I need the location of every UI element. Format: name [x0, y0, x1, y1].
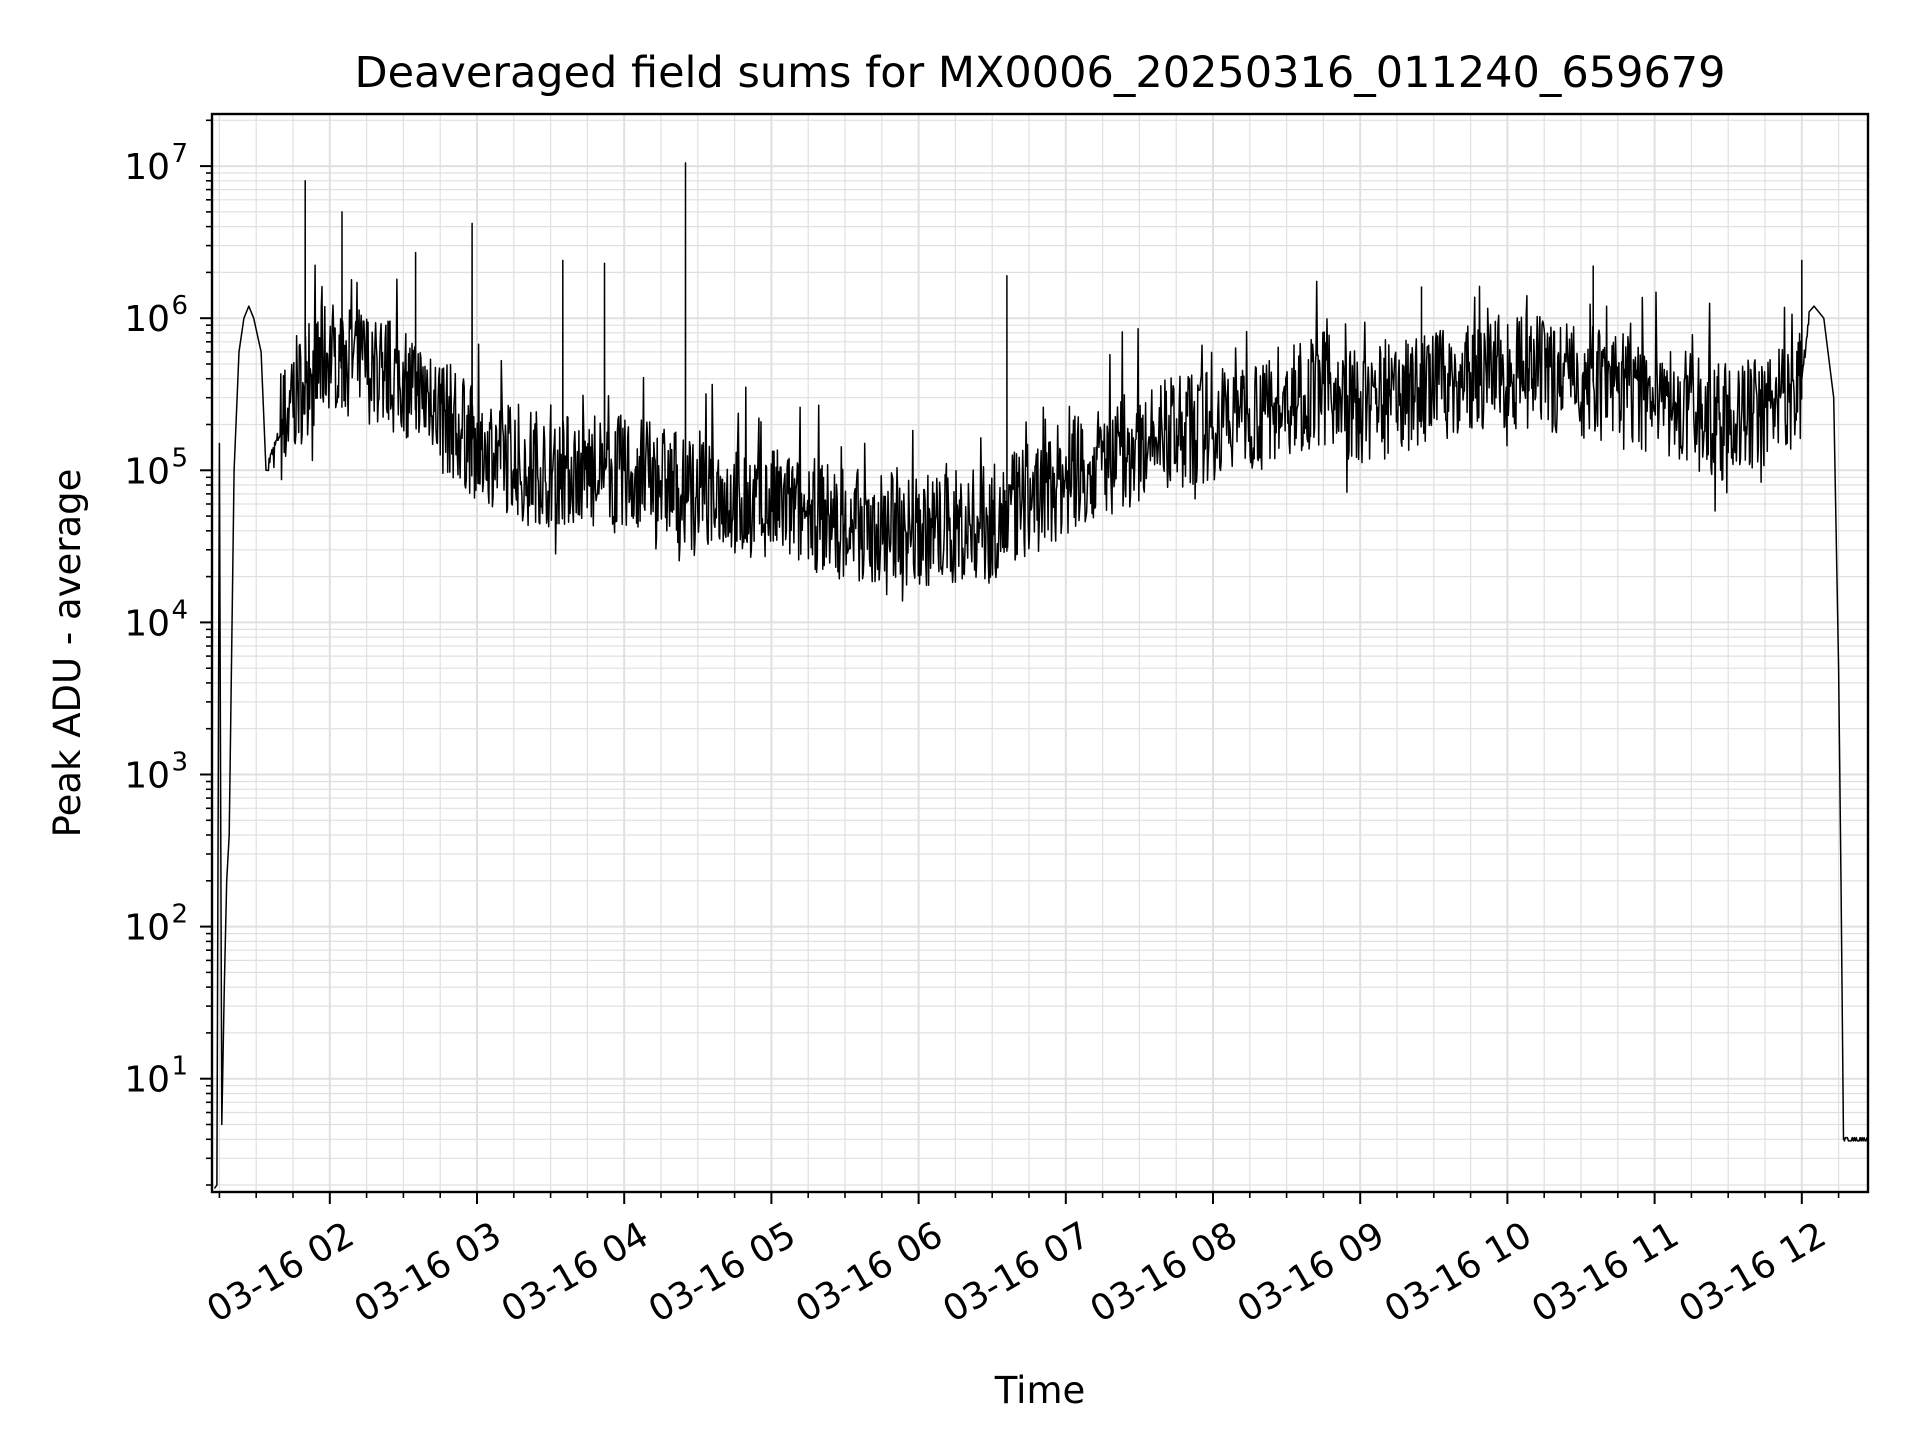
plot-frame	[210, 112, 1870, 1194]
grid	[212, 114, 1868, 1192]
y-tick-label: 10	[124, 908, 170, 949]
chart-title: Deaveraged field sums for MX0006_2025031…	[354, 48, 1725, 98]
y-tick-exponent: 2	[171, 900, 188, 930]
x-axis-label: Time	[994, 1369, 1086, 1412]
series-group	[213, 162, 1869, 1189]
y-axis-label: Peak ADU - average	[46, 469, 89, 838]
y-tick-exponent: 7	[171, 139, 188, 169]
y-tick-label: 10	[124, 603, 170, 644]
y-tick-label: 10	[124, 756, 170, 797]
y-tick-exponent: 4	[171, 595, 188, 625]
y-tick-exponent: 1	[171, 1052, 188, 1082]
y-tick-exponent: 3	[171, 748, 188, 778]
y-tick-label: 10	[124, 147, 170, 188]
series-line	[213, 162, 1869, 1189]
y-tick-label: 10	[124, 299, 170, 340]
y-tick-exponent: 6	[171, 291, 188, 321]
y-tick-label: 10	[124, 1060, 170, 1101]
y-tick-label: 10	[124, 451, 170, 492]
y-tick-exponent: 5	[171, 443, 188, 473]
